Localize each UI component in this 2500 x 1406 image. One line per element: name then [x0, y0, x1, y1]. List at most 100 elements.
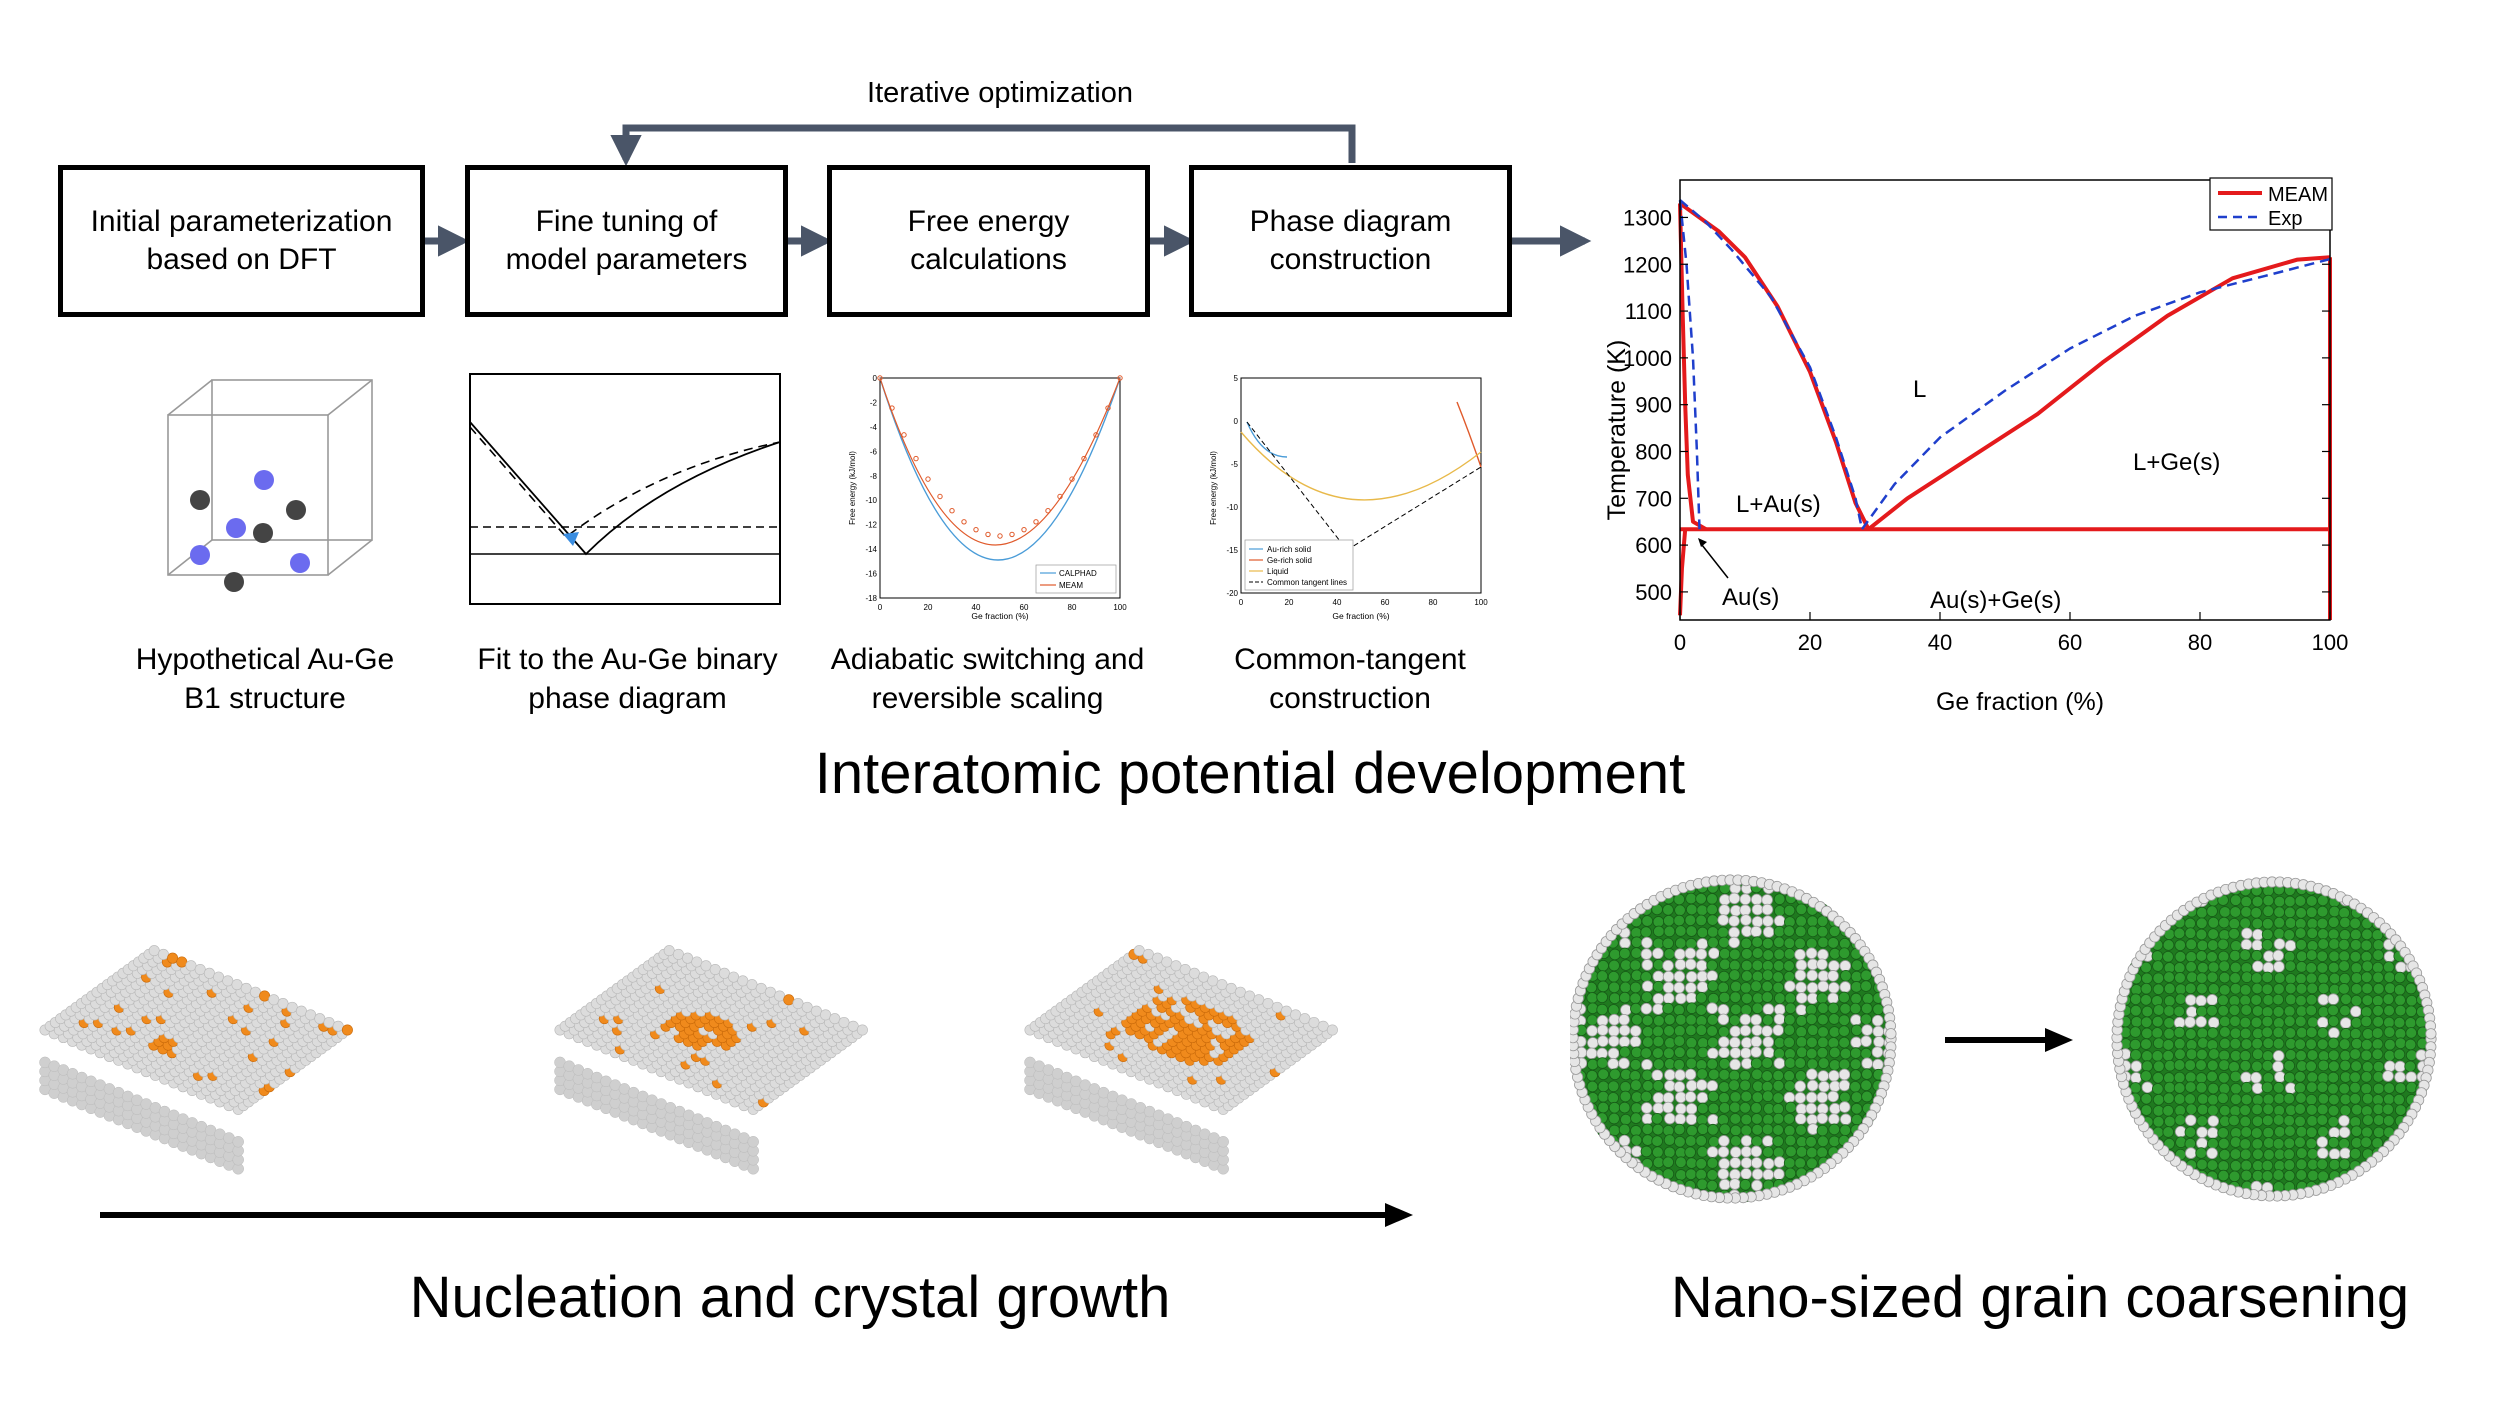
amorphous-atom: [1740, 1168, 1752, 1180]
crystal-atom: [1816, 1124, 1829, 1137]
amorphous-atom: [1608, 1013, 1621, 1026]
au-atom: [1262, 998, 1274, 1010]
crystal-atom: [2327, 916, 2340, 928]
au-atom: [286, 1001, 298, 1013]
crystal-atom: [1729, 948, 1741, 961]
crystal-atom: [1850, 1069, 1862, 1081]
amorphous-atom: [2196, 1137, 2208, 1150]
crystal-atom: [1774, 992, 1786, 1004]
crystal-atom: [1762, 1090, 1774, 1102]
crystal-atom: [2327, 1049, 2340, 1062]
crystal-atom: [2173, 1005, 2185, 1018]
crystal-atom: [2129, 1082, 2142, 1094]
crystal-atom: [2295, 1125, 2308, 1138]
crystal-atom: [2217, 1092, 2229, 1105]
amorphous-atom: [1674, 948, 1686, 961]
amorphous-atom: [2206, 994, 2218, 1006]
crystal-atom: [2273, 916, 2286, 929]
crystal-atom: [2229, 1027, 2242, 1040]
amorphous-atom: [1817, 1070, 1830, 1082]
x-tick-label: 100: [1113, 603, 1127, 612]
crystal-atom: [2240, 1004, 2253, 1016]
crystal-atom: [1609, 1068, 1621, 1081]
amorphous-atom: [1817, 970, 1830, 982]
crystal-atom: [2262, 994, 2275, 1006]
crystal-atom: [2360, 1082, 2373, 1095]
crystal-atom: [1675, 1156, 1687, 1169]
au-atom: [1308, 1016, 1320, 1028]
crystal-atom: [2195, 928, 2208, 941]
crystal-atom: [1751, 1123, 1764, 1136]
crystal-atom: [2328, 1093, 2340, 1106]
amorphous-atom: [1662, 959, 1674, 972]
crystal-atom: [2240, 906, 2252, 918]
crystal-atom: [2174, 983, 2187, 996]
crystal-atom: [2294, 1082, 2307, 1094]
amorphous-atom: [1618, 1134, 1631, 1147]
amorphous-atom: [1718, 1135, 1730, 1147]
amorphous-atom: [1695, 948, 1708, 960]
amorphous-atom: [1805, 1102, 1817, 1115]
crystal-atom: [2207, 983, 2220, 995]
crystal-atom: [2295, 1158, 2308, 1171]
crystal-atom: [2394, 1004, 2407, 1017]
crystal-atom: [2404, 1060, 2416, 1073]
amorphous-atom: [1608, 1035, 1620, 1047]
amorphous-atom: [1828, 981, 1840, 994]
crystal-atom: [2262, 1103, 2275, 1116]
crystal-atom: [2240, 1093, 2253, 1106]
au-atom: [672, 948, 684, 960]
crystal-atom: [1751, 1113, 1763, 1125]
crystal-atom: [2317, 1092, 2330, 1105]
crystal-atom: [1684, 1146, 1696, 1159]
crystal-atom: [2394, 1037, 2407, 1049]
amorphous-atom: [1740, 1145, 1753, 1158]
crystal-atom: [2229, 972, 2241, 984]
crystal-atom: [2140, 1092, 2153, 1105]
region-label-au: Au(s): [1722, 584, 1779, 611]
x-tick-label: 60: [1381, 598, 1390, 607]
au-atom: [755, 982, 767, 994]
amorphous-atom: [1685, 1103, 1698, 1115]
amorphous-atom: [2251, 939, 2264, 952]
crystal-atom: [2372, 1060, 2385, 1073]
au-atom: [829, 1013, 841, 1025]
au-atom: [1234, 986, 1246, 998]
crystal-atom: [1762, 1146, 1774, 1158]
au-atom: [663, 945, 675, 957]
crystal-atom: [2261, 983, 2274, 996]
amorphous-atom: [1652, 993, 1665, 1005]
amorphous-atom: [1685, 1079, 1698, 1092]
amorphous-atom: [1696, 938, 1709, 950]
crystal-atom: [2305, 993, 2318, 1006]
crystal-atom: [1784, 1134, 1797, 1147]
amorphous-atom: [2328, 1027, 2340, 1039]
crystal-atom: [2327, 1104, 2340, 1117]
crystal-atom: [1784, 1002, 1797, 1015]
amorphous-atom: [1762, 1135, 1774, 1147]
crystal-atom: [1772, 1112, 1785, 1125]
crystal-atom: [2251, 1138, 2264, 1150]
amorphous-atom: [1641, 980, 1654, 993]
au-atom: [691, 956, 703, 968]
crystal-atom: [1785, 1145, 1797, 1158]
crystal-atom: [2316, 905, 2329, 918]
crystal-atom: [1706, 914, 1719, 926]
crystal-atom: [1728, 969, 1741, 981]
amorphous-atom: [1706, 1146, 1719, 1158]
amorphous-atom: [1795, 1103, 1808, 1115]
crystal-atom: [1806, 1157, 1818, 1170]
crystal-atom: [1652, 1080, 1665, 1092]
crystal-atom: [1597, 1090, 1610, 1103]
crystal-atom: [2393, 1016, 2406, 1029]
crystal-atom: [2338, 960, 2350, 972]
crystal-atom: [1663, 1146, 1676, 1159]
crystal-atom: [1662, 937, 1674, 950]
crystal-atom: [1783, 948, 1796, 960]
crystal-atom: [2307, 1169, 2319, 1182]
crystal-atom: [2251, 1005, 2264, 1017]
crystal-atom: [2261, 928, 2274, 941]
crystal-atom: [1816, 1146, 1828, 1159]
x-tick-label: 40: [1333, 598, 1342, 607]
crystal-atom: [1707, 1102, 1720, 1115]
